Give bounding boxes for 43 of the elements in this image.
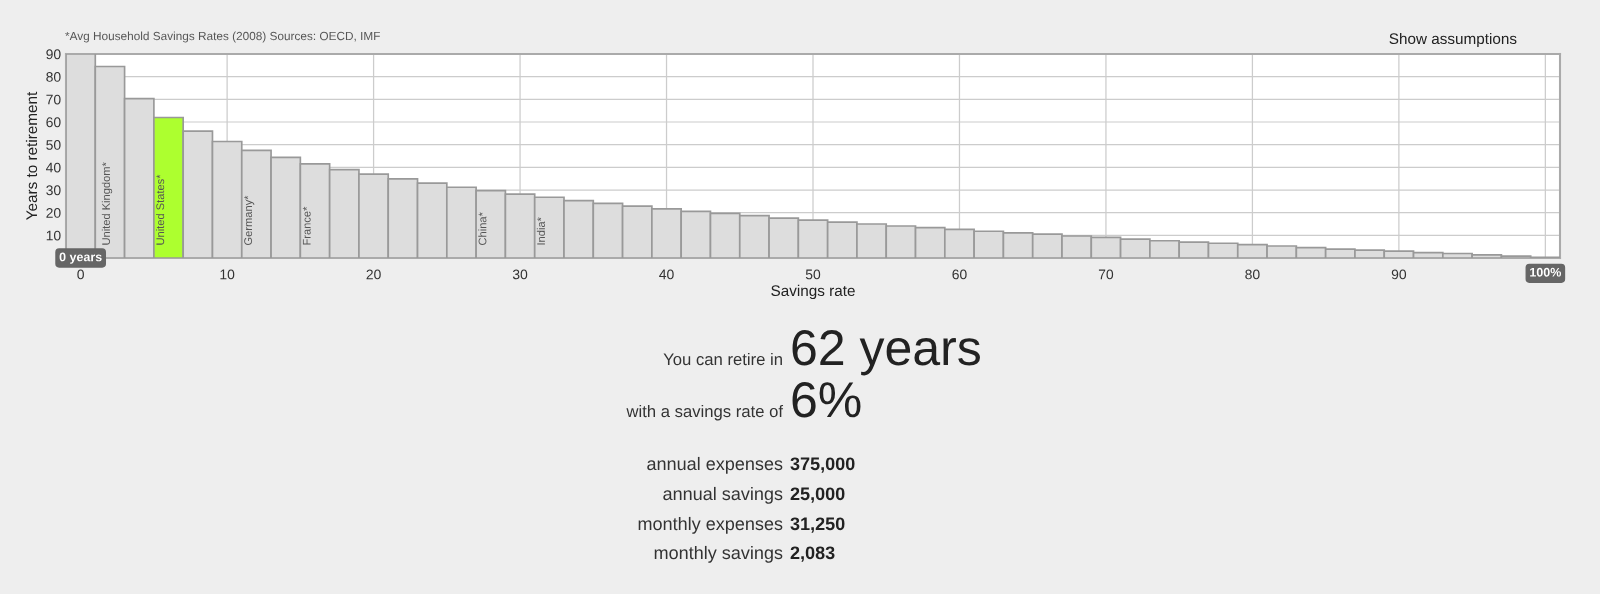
x-tick-label: 70 bbox=[1098, 269, 1114, 280]
text: 6% bbox=[792, 382, 861, 418]
annotation: China* bbox=[478, 212, 487, 245]
text: 25,000 bbox=[790, 487, 845, 503]
x-tick-label: 10 bbox=[220, 269, 235, 280]
x-tick-label: 60 bbox=[952, 269, 967, 280]
text: You can retire in bbox=[663, 352, 782, 366]
y-tick-label: 90 bbox=[46, 49, 61, 60]
annotation: India* bbox=[536, 217, 546, 245]
y-axis-title: Years to retirement bbox=[25, 91, 38, 220]
y-tick-label: 60 bbox=[46, 117, 61, 128]
x-tick-label: 40 bbox=[659, 269, 674, 280]
text: monthly savings bbox=[654, 545, 783, 563]
x-tick-label: 90 bbox=[1391, 269, 1407, 280]
x-tick-label: 50 bbox=[805, 269, 821, 280]
x-tick-label: 20 bbox=[366, 269, 381, 280]
annotation: 0 years bbox=[59, 252, 102, 264]
text: 375,000 bbox=[790, 457, 855, 473]
y-tick-label: 10 bbox=[46, 230, 61, 241]
x-tick-label: 30 bbox=[512, 269, 528, 280]
text: *Avg Household Savings Rates (2008) Sources: OECD, IMF bbox=[65, 31, 380, 43]
y-tick-label: 70 bbox=[46, 94, 61, 105]
text: annual expenses bbox=[647, 456, 783, 474]
y-tick-label: 50 bbox=[46, 140, 61, 150]
y-tick-label: 20 bbox=[46, 208, 61, 218]
y-tick-label: 80 bbox=[46, 72, 61, 82]
x-tick-label: 0 bbox=[77, 269, 84, 280]
annotation: France* bbox=[302, 206, 311, 245]
x-tick-label: 80 bbox=[1245, 269, 1260, 280]
annotation: 100% bbox=[1530, 267, 1562, 277]
y-tick-label: 40 bbox=[46, 162, 61, 173]
text: 2,083 bbox=[790, 546, 835, 562]
text: annual savings bbox=[663, 486, 783, 504]
y-tick-label: 30 bbox=[46, 185, 61, 196]
text: monthly expenses bbox=[638, 516, 783, 534]
annotation: United Kingdom* bbox=[101, 162, 113, 245]
text: Show assumptions bbox=[1389, 32, 1517, 48]
text: 62 years bbox=[792, 330, 980, 376]
annotation: United States* bbox=[156, 174, 165, 245]
text: 31,250 bbox=[790, 517, 845, 533]
text: with a savings rate of bbox=[626, 404, 784, 421]
x-axis-title: Savings rate bbox=[771, 284, 855, 300]
annotation: Germany* bbox=[244, 195, 255, 245]
